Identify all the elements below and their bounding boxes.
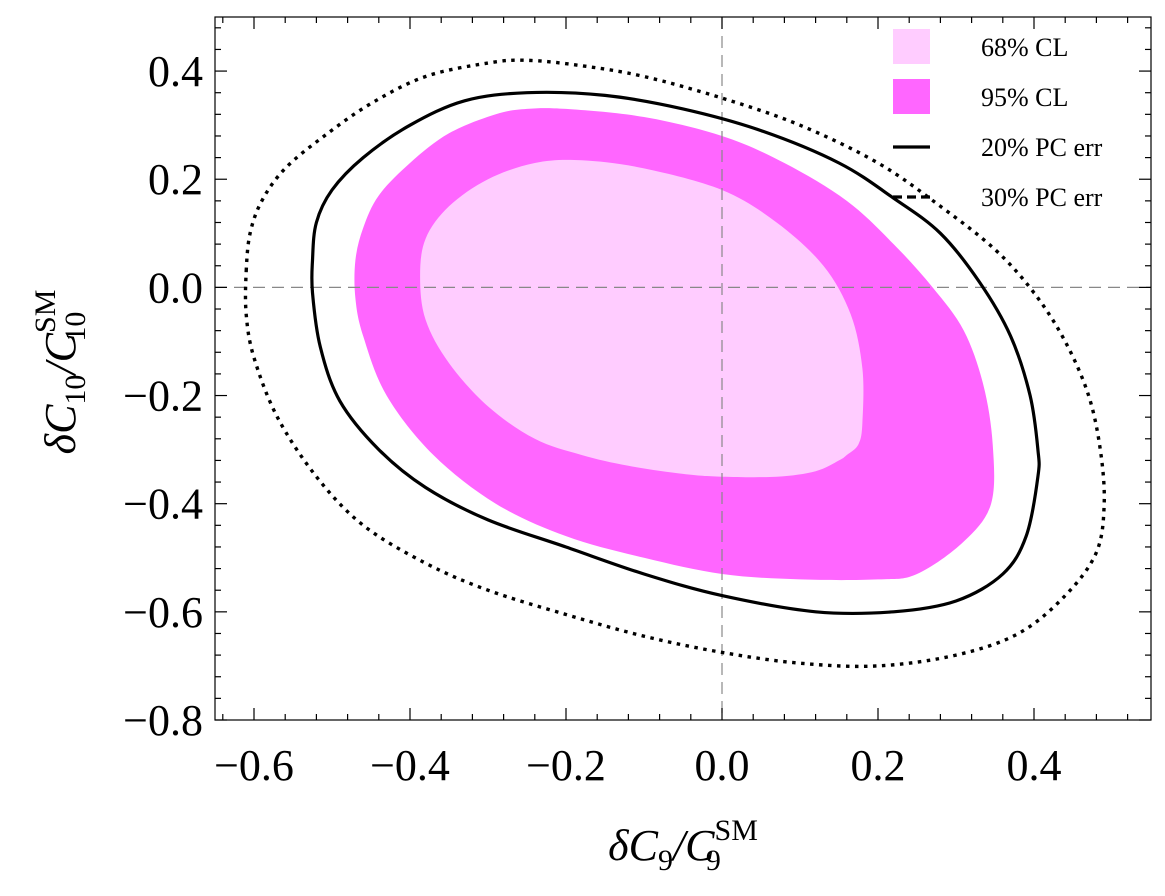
x-tick-label: 0.0: [695, 741, 750, 790]
reference-lines: [215, 17, 1151, 720]
legend-label-20-pc-err: 20% PC err: [981, 133, 1103, 162]
y-tick-label: −0.2: [123, 372, 203, 421]
y-tick-label: 0.2: [148, 155, 203, 204]
legend-label-95-cl: 95% CL: [981, 83, 1068, 112]
legend-label-30-pc-err: 30% PC err: [981, 183, 1103, 212]
y-tick-label: 0.4: [148, 47, 203, 96]
legend: 68% CL 95% CL 20% PC err 30% PC err: [893, 29, 1103, 212]
legend-swatch-68-cl: [893, 29, 930, 64]
x-tick-label: −0.6: [214, 741, 294, 790]
contour-20-pc-err: [310, 90, 1041, 616]
confidence-regions: [354, 108, 995, 581]
x-tick-label: 0.2: [851, 741, 906, 790]
tick-labels: −0.6 −0.4 −0.2 0.0 0.2 0.4 0.4 0.2 0.0 −0.2 −0.4 −0…: [123, 47, 1061, 790]
x-axis-title: δC9/CSM 9: [608, 814, 758, 877]
x-tick-label: 0.4: [1007, 741, 1062, 790]
y-axis-title: δC10/CSM10: [29, 290, 92, 455]
legend-swatch-95-cl: [893, 79, 930, 114]
region-68-cl: [420, 159, 864, 478]
x-tick-label: −0.4: [370, 741, 450, 790]
legend-label-68-cl: 68% CL: [981, 33, 1068, 62]
y-tick-label: 0.0: [148, 263, 203, 312]
contour-30-pc-err: [243, 58, 1107, 669]
y-tick-label: −0.8: [123, 696, 203, 745]
plot-area: [214, 16, 1152, 721]
error-contours: [243, 58, 1107, 669]
y-tick-label: −0.4: [123, 480, 203, 529]
x-tick-label: −0.2: [526, 741, 606, 790]
plot-frame: [214, 16, 1152, 721]
axis-ticks: [215, 17, 1151, 721]
y-tick-label: −0.6: [123, 588, 203, 637]
